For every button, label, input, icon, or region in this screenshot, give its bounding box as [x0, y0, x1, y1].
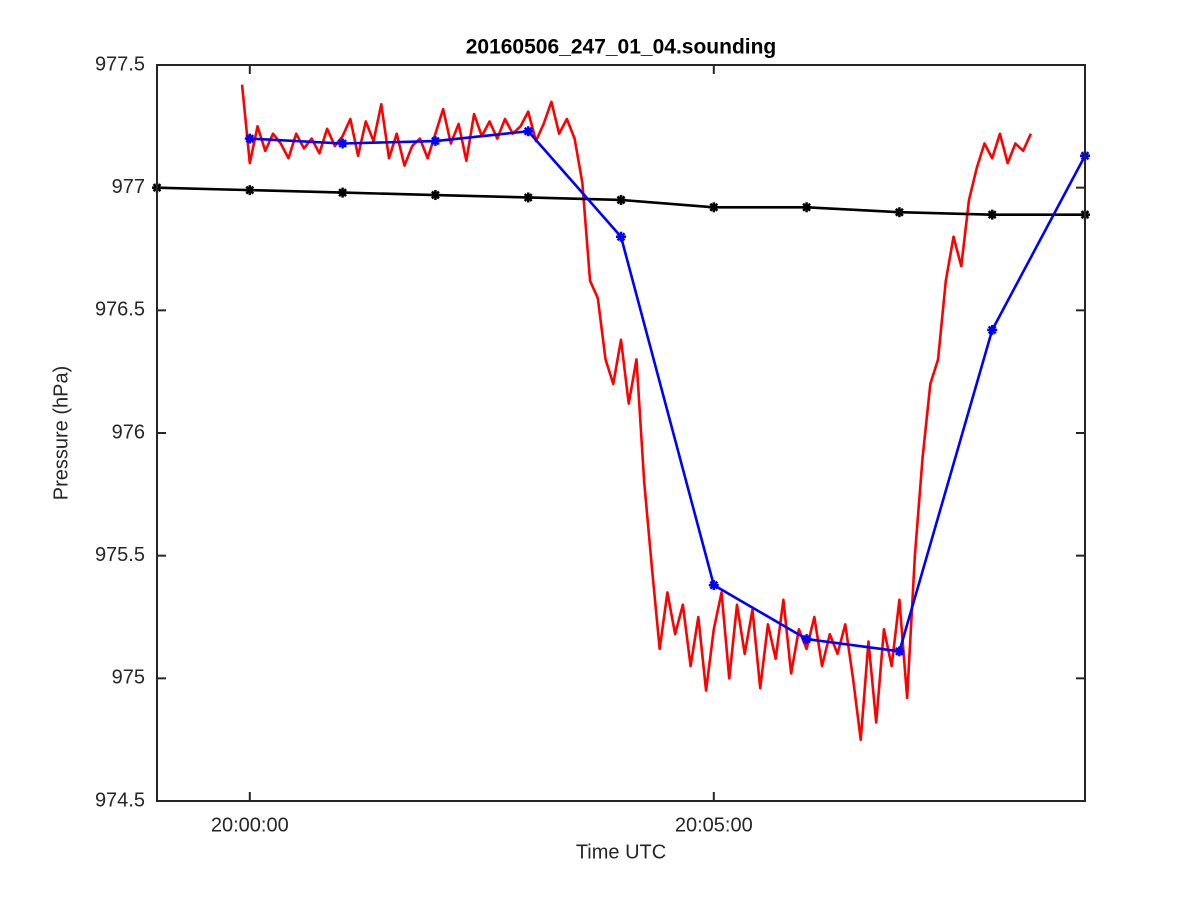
point-marker — [894, 646, 905, 657]
y-tick-label: 975 — [112, 667, 145, 689]
marker-stroke — [338, 139, 347, 148]
point-marker — [430, 190, 441, 201]
point-marker — [708, 202, 719, 213]
point-marker — [801, 202, 812, 213]
marker-stroke — [431, 136, 440, 146]
x-tick-label: 20:00:00 — [211, 814, 289, 836]
plot-area: 974.5 975 975.5 976 976.5 977 977.5 20:00:00 20:… — [95, 53, 1090, 836]
y-tick-label: 975.5 — [95, 544, 145, 566]
marker-stroke — [802, 634, 811, 644]
marker-stroke — [523, 193, 533, 202]
point-marker — [616, 231, 626, 242]
point-marker — [523, 192, 534, 203]
point-marker — [801, 634, 812, 645]
y-tick-label: 976 — [112, 421, 145, 443]
point-marker — [244, 185, 255, 196]
y-tick-label: 976.5 — [95, 299, 145, 321]
point-marker — [337, 187, 348, 198]
marker-stroke — [987, 210, 997, 220]
marker-stroke — [987, 325, 997, 335]
x-tick-label: 20:05:00 — [675, 814, 753, 836]
marker-stroke — [895, 646, 904, 656]
point-marker — [430, 136, 441, 147]
point-marker — [708, 580, 719, 591]
marker-stroke — [616, 195, 626, 205]
y-tick-label: 974.5 — [95, 789, 145, 811]
point-marker — [337, 138, 348, 149]
point-marker — [987, 324, 998, 335]
y-tick-label: 977.5 — [95, 53, 145, 75]
marker-stroke — [523, 126, 533, 136]
marker-stroke — [431, 190, 440, 200]
series-line — [240, 84, 1033, 741]
marker-stroke — [802, 202, 811, 212]
y-tick-label: 977 — [112, 176, 145, 198]
point-marker — [523, 126, 534, 137]
point-marker — [616, 194, 626, 205]
marker-stroke — [245, 134, 255, 143]
marker-stroke — [709, 580, 719, 590]
marker-stroke — [245, 185, 255, 195]
marker-stroke — [709, 202, 719, 212]
series-line — [249, 129, 1085, 653]
axes-box — [156, 64, 1086, 802]
marker-stroke — [616, 232, 626, 242]
chart-title: 20160506_247_01_04.sounding — [466, 36, 777, 59]
point-marker — [987, 209, 998, 220]
x-axis-label: Time UTC — [576, 841, 666, 863]
point-marker — [244, 133, 255, 144]
marker-stroke — [895, 207, 904, 217]
point-marker — [894, 207, 905, 218]
marker-stroke — [338, 188, 347, 197]
y-axis-label: Pressure (hPa) — [50, 366, 72, 501]
